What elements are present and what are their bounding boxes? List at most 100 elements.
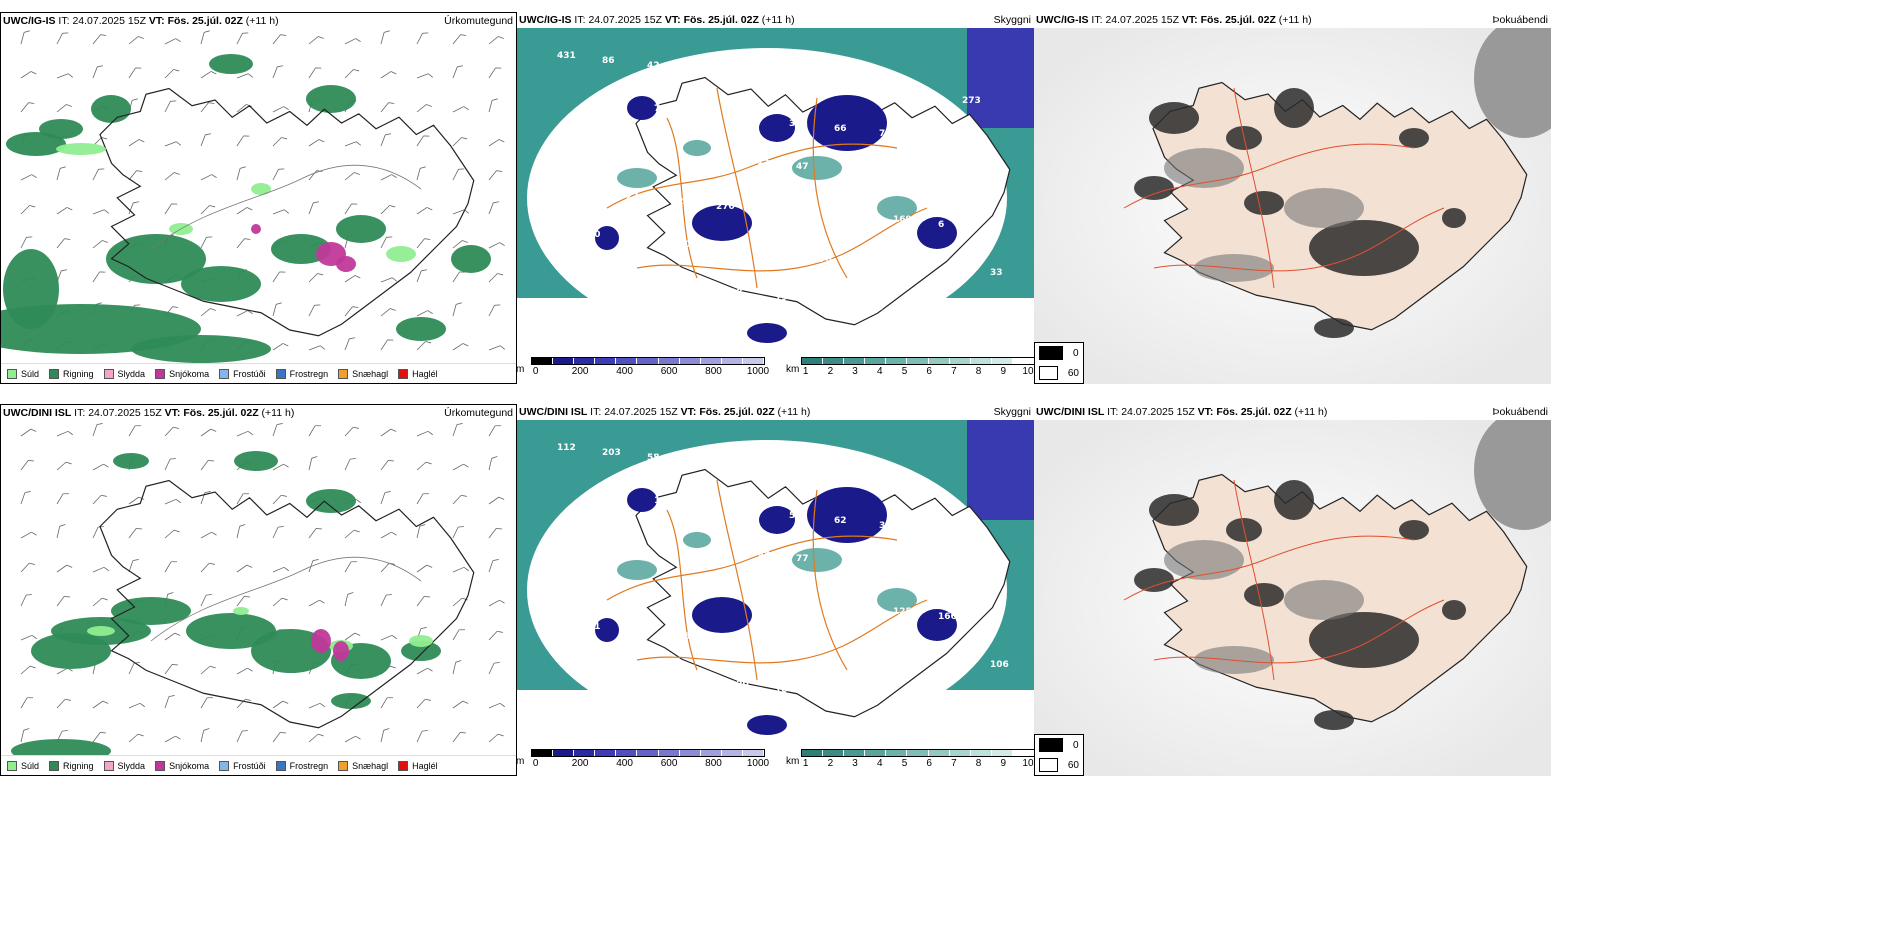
visibility-value-label: 95 [969, 139, 982, 149]
wind-barb [272, 597, 288, 607]
legend-swatch [398, 760, 409, 771]
legend-item: Frostregn [275, 760, 328, 771]
wind-barb [380, 236, 393, 249]
wind-barb [308, 702, 325, 709]
wind-barb [56, 104, 72, 113]
visibility-value-label: 273 [962, 96, 981, 106]
colorbar-tick-label: 1000 [746, 366, 770, 377]
visibility-value-label: 87 [685, 675, 698, 685]
colorbar-tick-label: 6 [926, 366, 932, 377]
wind-barb [488, 559, 499, 573]
road-line [636, 599, 928, 664]
wind-barb [416, 524, 426, 539]
visibility-value-label: 39 [595, 273, 608, 283]
wind-barb [236, 564, 253, 573]
wind-barb [308, 273, 324, 283]
wind-barb [272, 209, 290, 215]
visibility-value-label: 113 [782, 468, 801, 478]
fog-area [1309, 612, 1419, 668]
wind-barb [164, 529, 180, 539]
fog-legend-item: 60 [1035, 363, 1083, 383]
rain-area [91, 95, 131, 123]
wind-barb [164, 664, 179, 675]
legend-swatch [219, 368, 230, 379]
visibility-value-label: 50 [983, 617, 996, 627]
legend-swatch [338, 368, 349, 379]
colorbar-swatch [844, 358, 866, 364]
legend-swatch [275, 760, 286, 771]
fog-area [1274, 88, 1314, 128]
visibility-value-label: 51 [633, 235, 646, 245]
wind-barb [488, 304, 501, 317]
visibility-value-label: 105 [640, 278, 659, 288]
visibility-value-label: 92 [841, 559, 854, 569]
colorbar-swatch [742, 750, 765, 756]
wind-barb [236, 73, 254, 79]
visibility-value-label: 86 [602, 56, 615, 66]
glacier [747, 715, 787, 735]
visibility-value-label: 391 [879, 521, 898, 531]
wind-barb [164, 458, 176, 471]
wind-barb [416, 32, 429, 45]
wind-barb [452, 597, 468, 607]
wind-barb [416, 730, 428, 743]
legend-item: Frostúði [219, 760, 266, 771]
legend-item: Rigning [49, 760, 94, 771]
wind-barb [200, 697, 214, 709]
wind-barb [452, 168, 465, 181]
wind-barb [380, 697, 394, 709]
visibility-value-label: 59 [744, 114, 757, 124]
legend-label: Súld [21, 760, 40, 771]
wind-barb [20, 102, 35, 113]
colorbar-tick-label: 2 [827, 758, 834, 769]
wind-barb [344, 203, 358, 215]
wind-barb [56, 596, 71, 607]
wind-barb [416, 238, 431, 249]
wind-barb [344, 69, 360, 79]
wind-barb [92, 494, 107, 505]
visibility-value-label: 36 [581, 579, 594, 589]
visibility-value-label: 236 [827, 473, 846, 483]
wind-barb [308, 345, 326, 351]
colorbar-swatch [553, 358, 575, 364]
wind-barb [20, 491, 31, 505]
wind-barb [416, 207, 433, 215]
panel-title: UWC/IG-IS IT: 24.07.2025 15Z VT: Fös. 25… [519, 14, 795, 26]
wind-barb [128, 67, 142, 79]
fog-area [1284, 188, 1364, 228]
colorbar-unit: m [517, 756, 525, 767]
wind-barb [164, 141, 182, 147]
visibility-value-label: 81 [588, 622, 601, 632]
wind-barb [272, 137, 288, 147]
wind-barb [236, 430, 253, 437]
wind-barb [452, 65, 464, 79]
fog-panel-2: UWC/DINI ISL IT: 24.07.2025 15Z VT: Fös.… [1034, 404, 1551, 776]
visibility-value-label: 91 [633, 627, 646, 637]
iceland-outline [635, 76, 1011, 326]
wind-barb [128, 559, 139, 573]
wind-barb [272, 65, 284, 79]
glacier [747, 323, 787, 343]
legend-item: Súld [7, 368, 39, 379]
wind-barb [92, 240, 108, 249]
wind-barb [308, 733, 324, 743]
wind-barb [92, 168, 105, 181]
wind-barb [416, 461, 432, 471]
visibility-value-label: 415 [751, 157, 770, 167]
wind-barb [380, 531, 397, 539]
wind-barb [92, 463, 109, 471]
colorbar-swatch [574, 750, 596, 756]
colorbar-tick-label: 1 [802, 758, 809, 769]
iceland-outline [635, 468, 1011, 718]
legend-label: Slydda [117, 760, 146, 771]
wind-barb [488, 170, 503, 181]
visibility-value-label: 28 [931, 569, 944, 579]
wind-barb [308, 139, 325, 147]
visibility-value-label: 31 [924, 526, 937, 536]
wind-barb [344, 426, 359, 437]
wind-barb [452, 106, 469, 113]
wind-barb [308, 599, 325, 607]
colorbar-tick-label: 7 [951, 758, 957, 769]
wind-barb [344, 458, 356, 471]
legend-swatch [49, 368, 60, 379]
